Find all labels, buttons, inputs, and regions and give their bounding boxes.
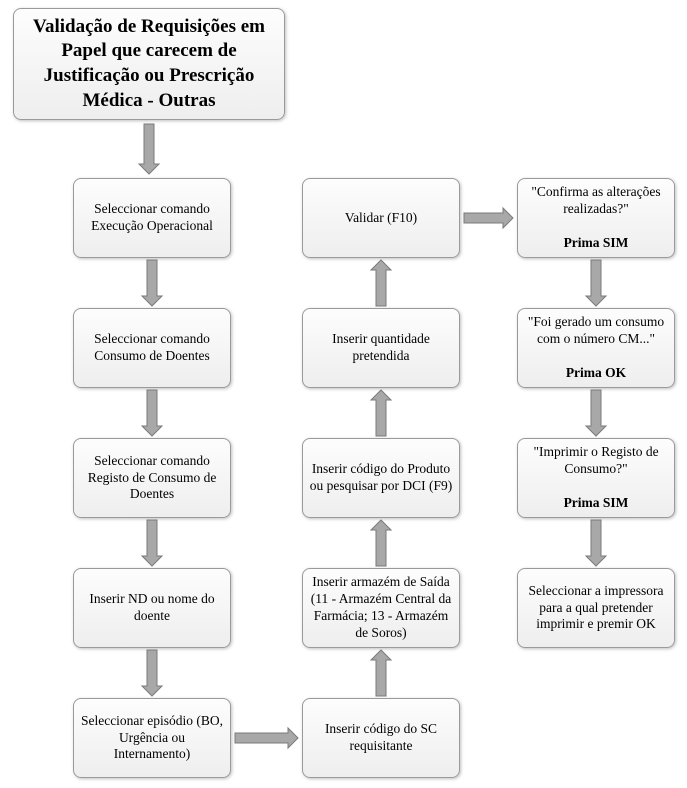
title-box: Validação de Requisições em Papel que ca… [13, 8, 285, 120]
flowchart-stage: Validação de Requisições em Papel que ca… [0, 0, 687, 788]
arrow-c1-c2 [220, 723, 313, 753]
arrow-c2-5 [366, 635, 396, 711]
arrow-c2-c3 [449, 203, 528, 233]
arrow-c2-4 [366, 505, 396, 581]
arrow-c2-3 [366, 375, 396, 451]
arrow-c3-1 [581, 245, 611, 321]
arrow-c3-3 [581, 505, 611, 581]
arrow-title-s1 [134, 109, 164, 189]
arrow-c1-2 [137, 375, 167, 451]
title-text: Validação de Requisições em Papel que ca… [33, 16, 265, 111]
arrow-c1-1 [137, 245, 167, 321]
arrow-c3-2 [581, 375, 611, 451]
arrow-c2-2 [366, 245, 396, 321]
arrow-c1-3 [137, 505, 167, 581]
arrow-c1-4 [137, 635, 167, 711]
